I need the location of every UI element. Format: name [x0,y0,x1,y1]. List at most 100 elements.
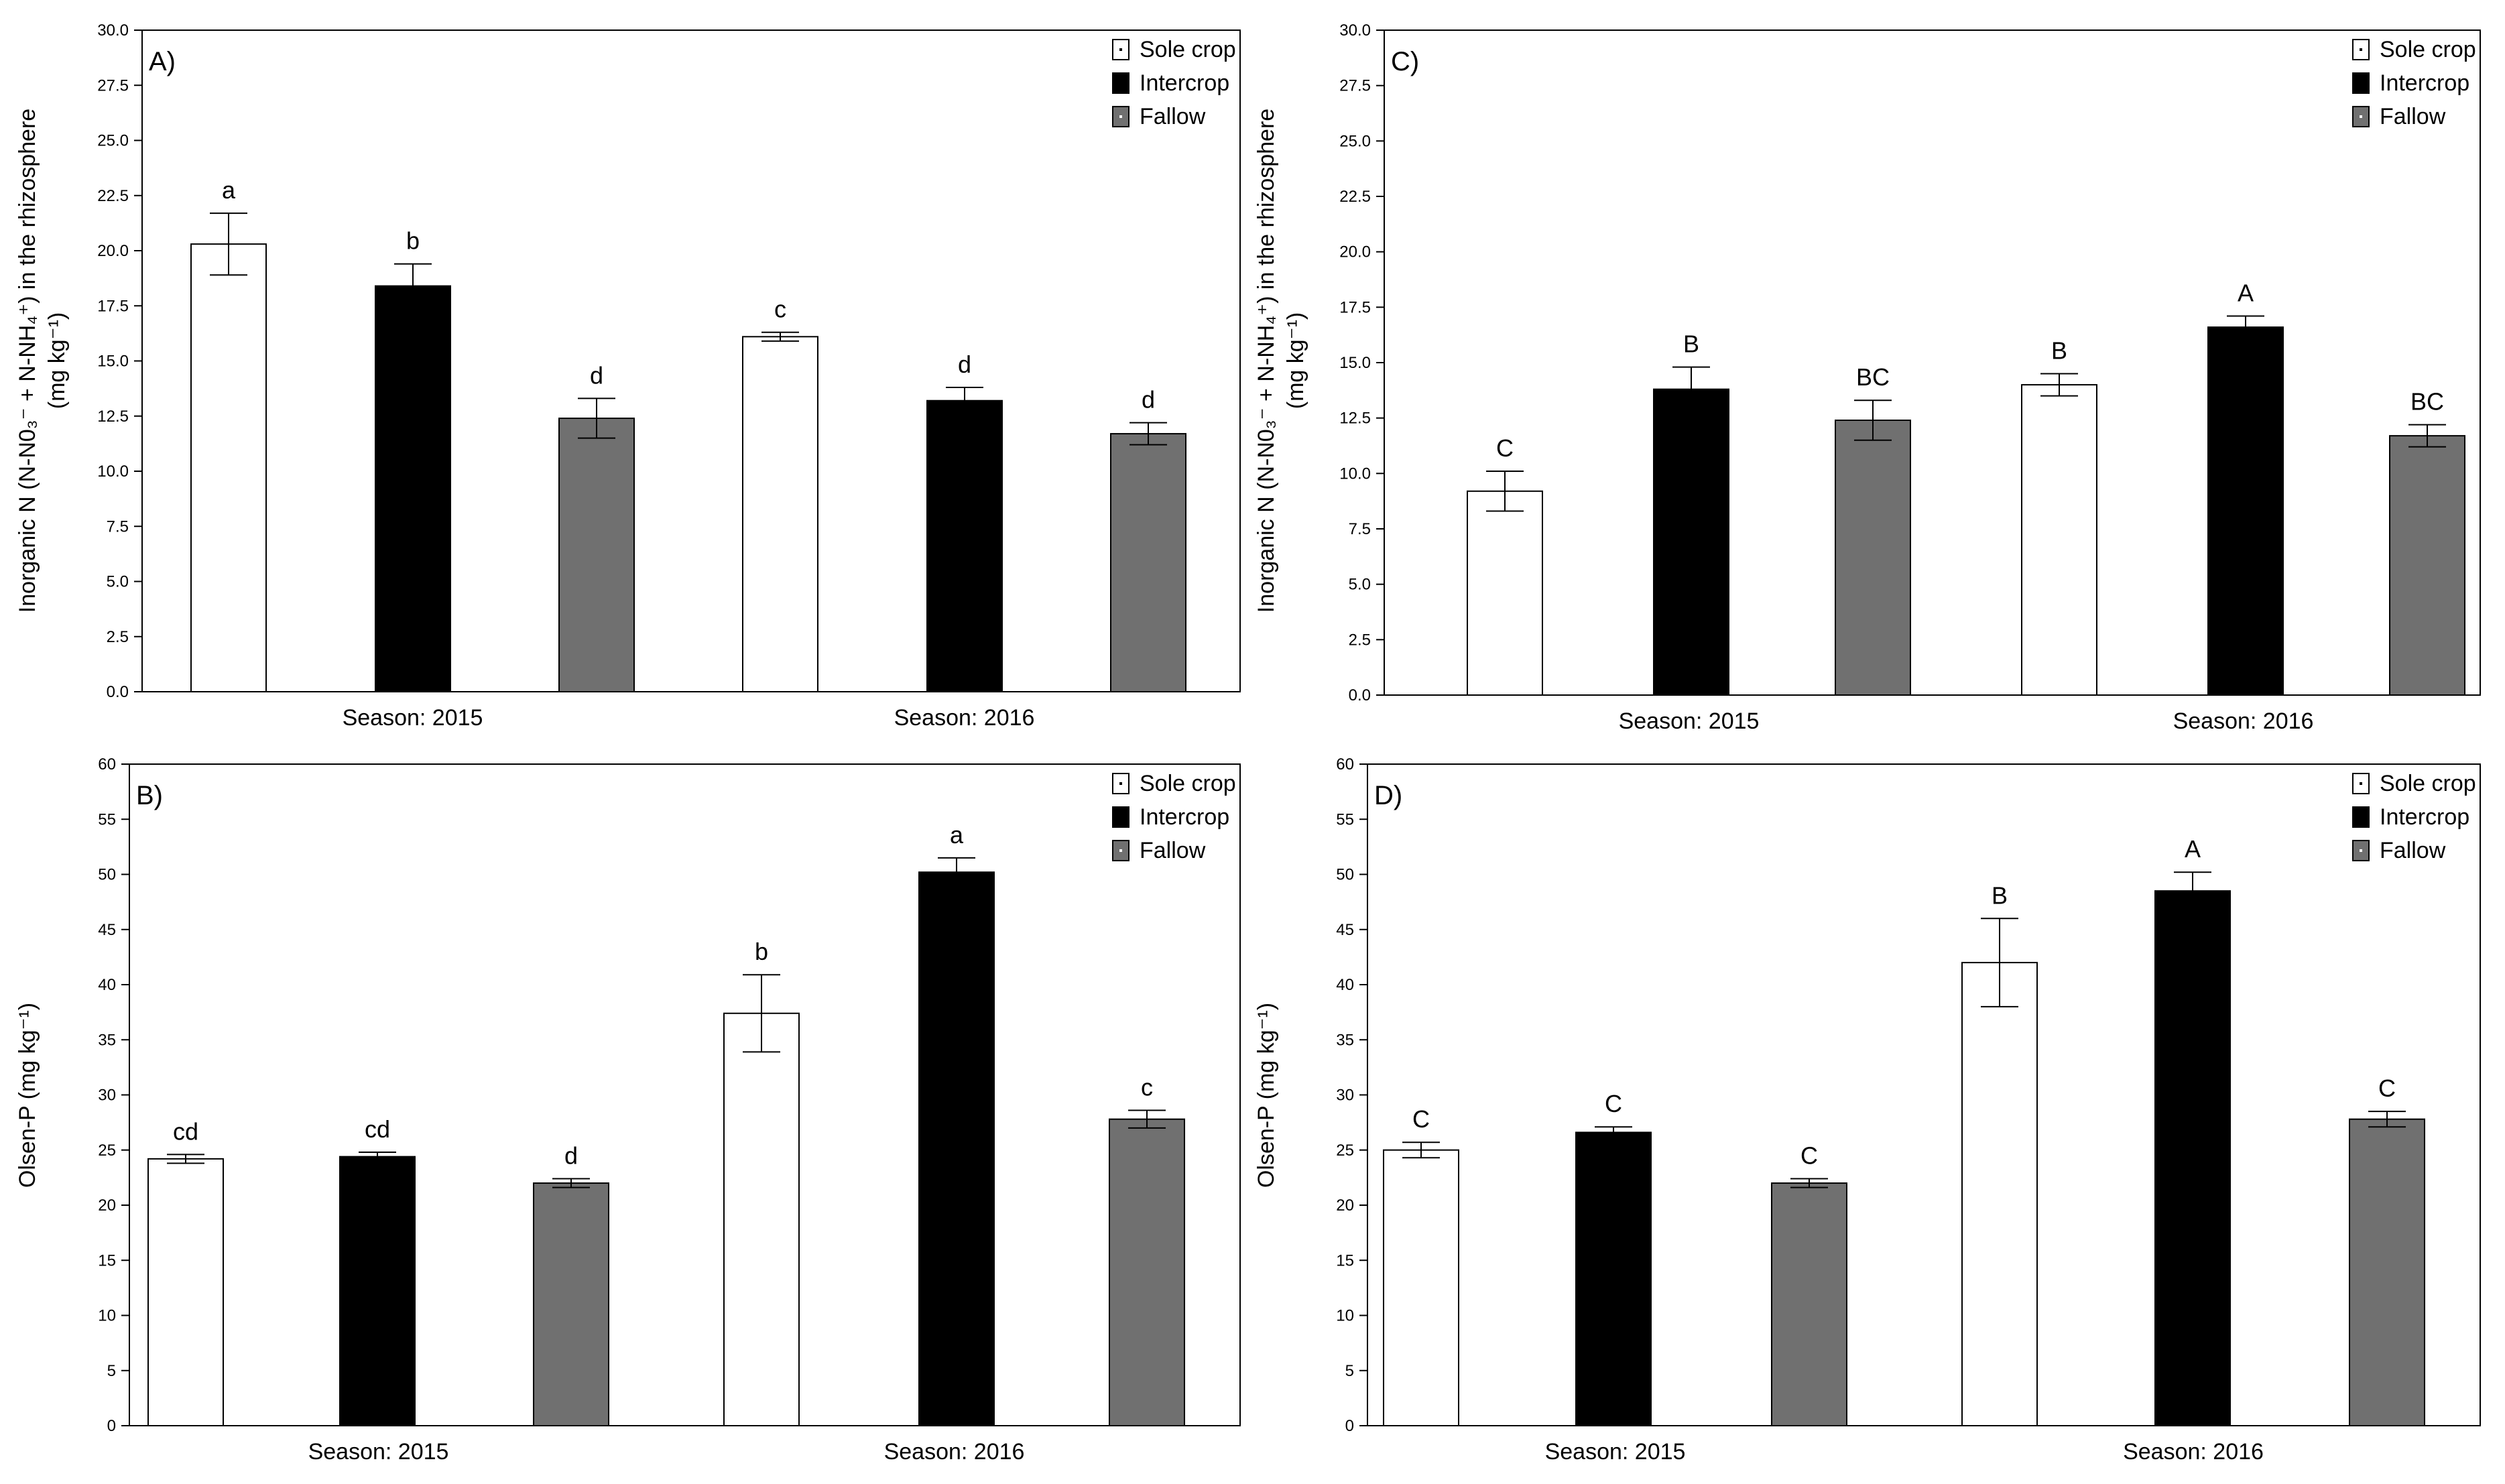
legend-swatch-intercrop [2352,806,2370,828]
y-tick-label: 10.0 [97,462,129,481]
y-tick-label: 25 [1336,1141,1354,1160]
y-tick-label: 45 [1336,921,1354,939]
y-tick-label: 40 [98,976,116,994]
y-tick-label: 20 [1336,1196,1354,1215]
y-axis-title-main: Olsen-P (mg kg⁻¹) [1254,1003,1279,1188]
y-axis-title: Inorganic N (N-N0₃⁻ + N-NH₄⁺) in the rhi… [15,109,70,613]
legend-label-sole-crop: Sole crop [1140,37,1236,62]
y-tick-label: 0.0 [107,683,129,701]
y-tick-label: 25.0 [97,132,129,150]
y-axis-title: Inorganic N (N-N0₃⁻ + N-NH₄⁺) in the rhi… [1254,109,1308,613]
bar-fallow [533,1182,609,1426]
y-tick-label: 30 [98,1087,116,1105]
significance-letter: cd [173,1117,198,1145]
y-tick-label: 7.5 [1349,520,1371,538]
bar-intercrop [375,285,451,692]
legend-swatch-dot [2360,782,2362,785]
y-tick-label: 30.0 [1339,21,1371,40]
bar-intercrop [2154,890,2231,1427]
significance-letter: A [2185,835,2201,863]
bar-fallow [558,418,635,692]
y-tick-label: 15 [98,1251,116,1270]
y-tick-label: 35 [98,1031,116,1049]
y-tick-label: 10 [98,1307,116,1325]
bar-sole-crop [1961,962,2038,1426]
x-category-label: Season: 2015 [1545,1439,1686,1465]
y-tick-label: 10 [1336,1307,1354,1325]
y-axis-title-main: Inorganic N (N-N0₃⁻ + N-NH₄⁺) in the rhi… [1254,109,1279,613]
y-tick-label: 20 [98,1196,116,1215]
panel-label: C) [1391,47,1419,76]
bar-fallow [1109,1118,1185,1426]
y-tick-label: 55 [1336,810,1354,828]
legend-label-fallow: Fallow [1140,104,1206,129]
x-category-label: Season: 2015 [343,705,483,731]
y-tick-label: 2.5 [107,628,129,646]
bar-intercrop [339,1156,416,1426]
plot-frame [1384,29,2481,696]
bar-intercrop [926,399,1003,692]
legend-label-fallow: Fallow [2380,104,2446,129]
significance-letter: d [590,361,603,389]
panel-c: 0.0 2.5 5.0 7.5 10.0 12.5 15.0 17.5 20.0 22.5 25.0… [1254,21,2481,734]
bar-intercrop [918,871,995,1426]
y-axis-title: Olsen-P (mg kg⁻¹) [15,1003,40,1188]
bar-intercrop [1653,388,1729,696]
plot-frame [141,29,1241,692]
y-axis-title-main: Inorganic N (N-N0₃⁻ + N-NH₄⁺) in the rhi… [15,109,40,613]
x-category-label: Season: 2016 [894,705,1035,731]
y-tick-label: 15 [1336,1251,1354,1270]
bar-fallow [1110,433,1186,692]
significance-letter: cd [365,1115,390,1143]
panel-label: B) [136,781,163,810]
x-category-label: Season: 2015 [1619,708,1760,734]
significance-letter: d [1142,386,1155,414]
y-tick-label: 25 [98,1141,116,1160]
significance-letter: B [2051,337,2067,365]
legend-swatch-dot [1119,849,1122,852]
y-tick-label: 30 [1336,1087,1354,1105]
y-tick-label: 5 [1345,1362,1354,1380]
y-tick-label: 30.0 [97,21,129,40]
bar-sole-crop [1383,1149,1459,1426]
y-tick-label: 27.5 [1339,77,1371,95]
legend-label-intercrop: Intercrop [2380,804,2469,830]
y-tick-label: 25.0 [1339,132,1371,150]
y-tick-label: 17.5 [1339,298,1371,316]
y-tick-label: 5 [107,1362,116,1380]
y-tick-label: 12.5 [97,408,129,426]
bar-intercrop [2207,326,2284,696]
y-tick-label: 60 [1336,755,1354,774]
y-tick-label: 27.5 [97,76,129,95]
y-axis-title-main: Olsen-P (mg kg⁻¹) [15,1003,40,1188]
y-tick-label: 17.5 [97,297,129,315]
bar-fallow [1835,419,1911,696]
legend-label-intercrop: Intercrop [1140,70,1229,96]
panel-a: 0.0 2.5 5.0 7.5 10.0 12.5 15.0 17.5 20.0 22.5 25.0… [15,21,1241,731]
significance-letter: b [406,227,420,255]
x-category-label: Season: 2016 [884,1439,1025,1465]
legend-swatch-intercrop [1112,72,1129,94]
bar-fallow [1771,1182,1847,1426]
y-tick-label: 5.0 [107,573,129,591]
y-tick-label: 5.0 [1349,576,1371,594]
significance-letter: C [1605,1090,1622,1117]
x-category-label: Season: 2016 [2173,708,2314,734]
y-tick-label: 50 [1336,866,1354,884]
y-tick-label: 50 [98,866,116,884]
significance-letter: d [958,351,971,378]
bar-intercrop [1575,1131,1652,1427]
legend-swatch-intercrop [2352,72,2370,94]
significance-letter: d [564,1142,578,1170]
significance-letter: BC [1856,363,1890,391]
significance-letter: C [1800,1142,1818,1170]
legend-label-fallow: Fallow [1140,838,1206,863]
significance-letter: c [1141,1074,1153,1101]
y-tick-label: 20.0 [97,242,129,260]
legend-swatch-dot [2360,115,2362,118]
y-tick-label: 0 [107,1417,116,1435]
significance-letter: C [1496,434,1514,462]
significance-letter: C [1412,1105,1430,1133]
legend-swatch-intercrop [1112,806,1129,828]
